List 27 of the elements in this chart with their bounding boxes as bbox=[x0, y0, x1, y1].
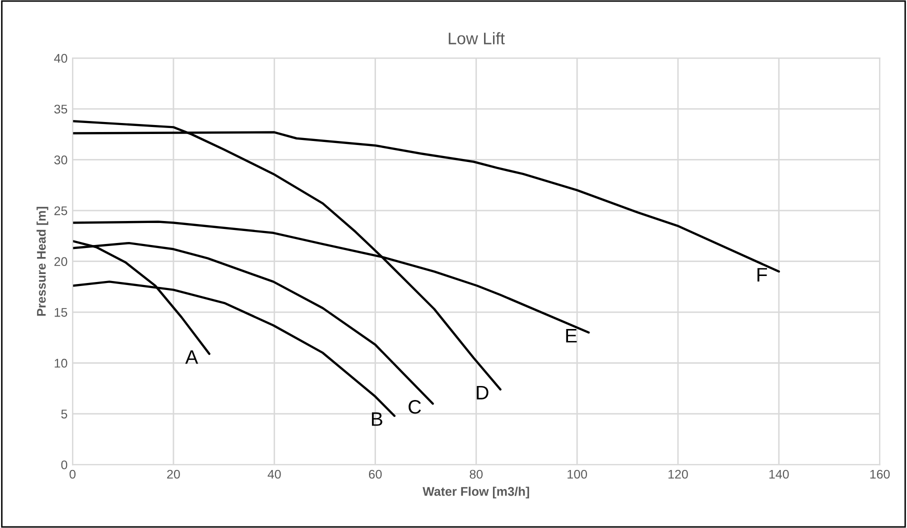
x-tick-label: 120 bbox=[668, 470, 688, 479]
y-tick-label: 35 bbox=[54, 104, 68, 114]
x-tick-label: 40 bbox=[268, 470, 281, 479]
x-tick-label: 20 bbox=[167, 470, 180, 479]
series-label: B bbox=[372, 412, 382, 426]
y-tick-label: 10 bbox=[54, 358, 68, 368]
y-tick-label: 20 bbox=[54, 257, 68, 266]
series-label: C bbox=[408, 400, 421, 414]
y-tick-label: 25 bbox=[54, 206, 68, 216]
y-tick-label: 5 bbox=[61, 410, 68, 418]
series-label: D bbox=[476, 386, 488, 400]
y-tick-label: 40 bbox=[54, 54, 68, 63]
x-tick-label: 160 bbox=[870, 470, 890, 479]
x-tick-label: 0 bbox=[70, 470, 76, 479]
x-axis-title: Water Flow [m3/h] bbox=[422, 486, 530, 498]
y-tick-label: 0 bbox=[61, 460, 68, 470]
series-label: A bbox=[185, 350, 198, 364]
series-label: F bbox=[757, 268, 767, 282]
x-tick-label: 60 bbox=[368, 470, 382, 479]
series-label: E bbox=[566, 329, 577, 342]
y-tick-label: 15 bbox=[54, 308, 68, 317]
x-tick-label: 140 bbox=[769, 470, 789, 479]
x-tick-label: 100 bbox=[568, 470, 588, 479]
chart-title: Low Lift bbox=[448, 32, 505, 44]
y-tick-label: 30 bbox=[54, 156, 68, 164]
x-tick-label: 80 bbox=[470, 470, 483, 479]
y-axis-title: Pressure Head [m] bbox=[36, 206, 48, 316]
